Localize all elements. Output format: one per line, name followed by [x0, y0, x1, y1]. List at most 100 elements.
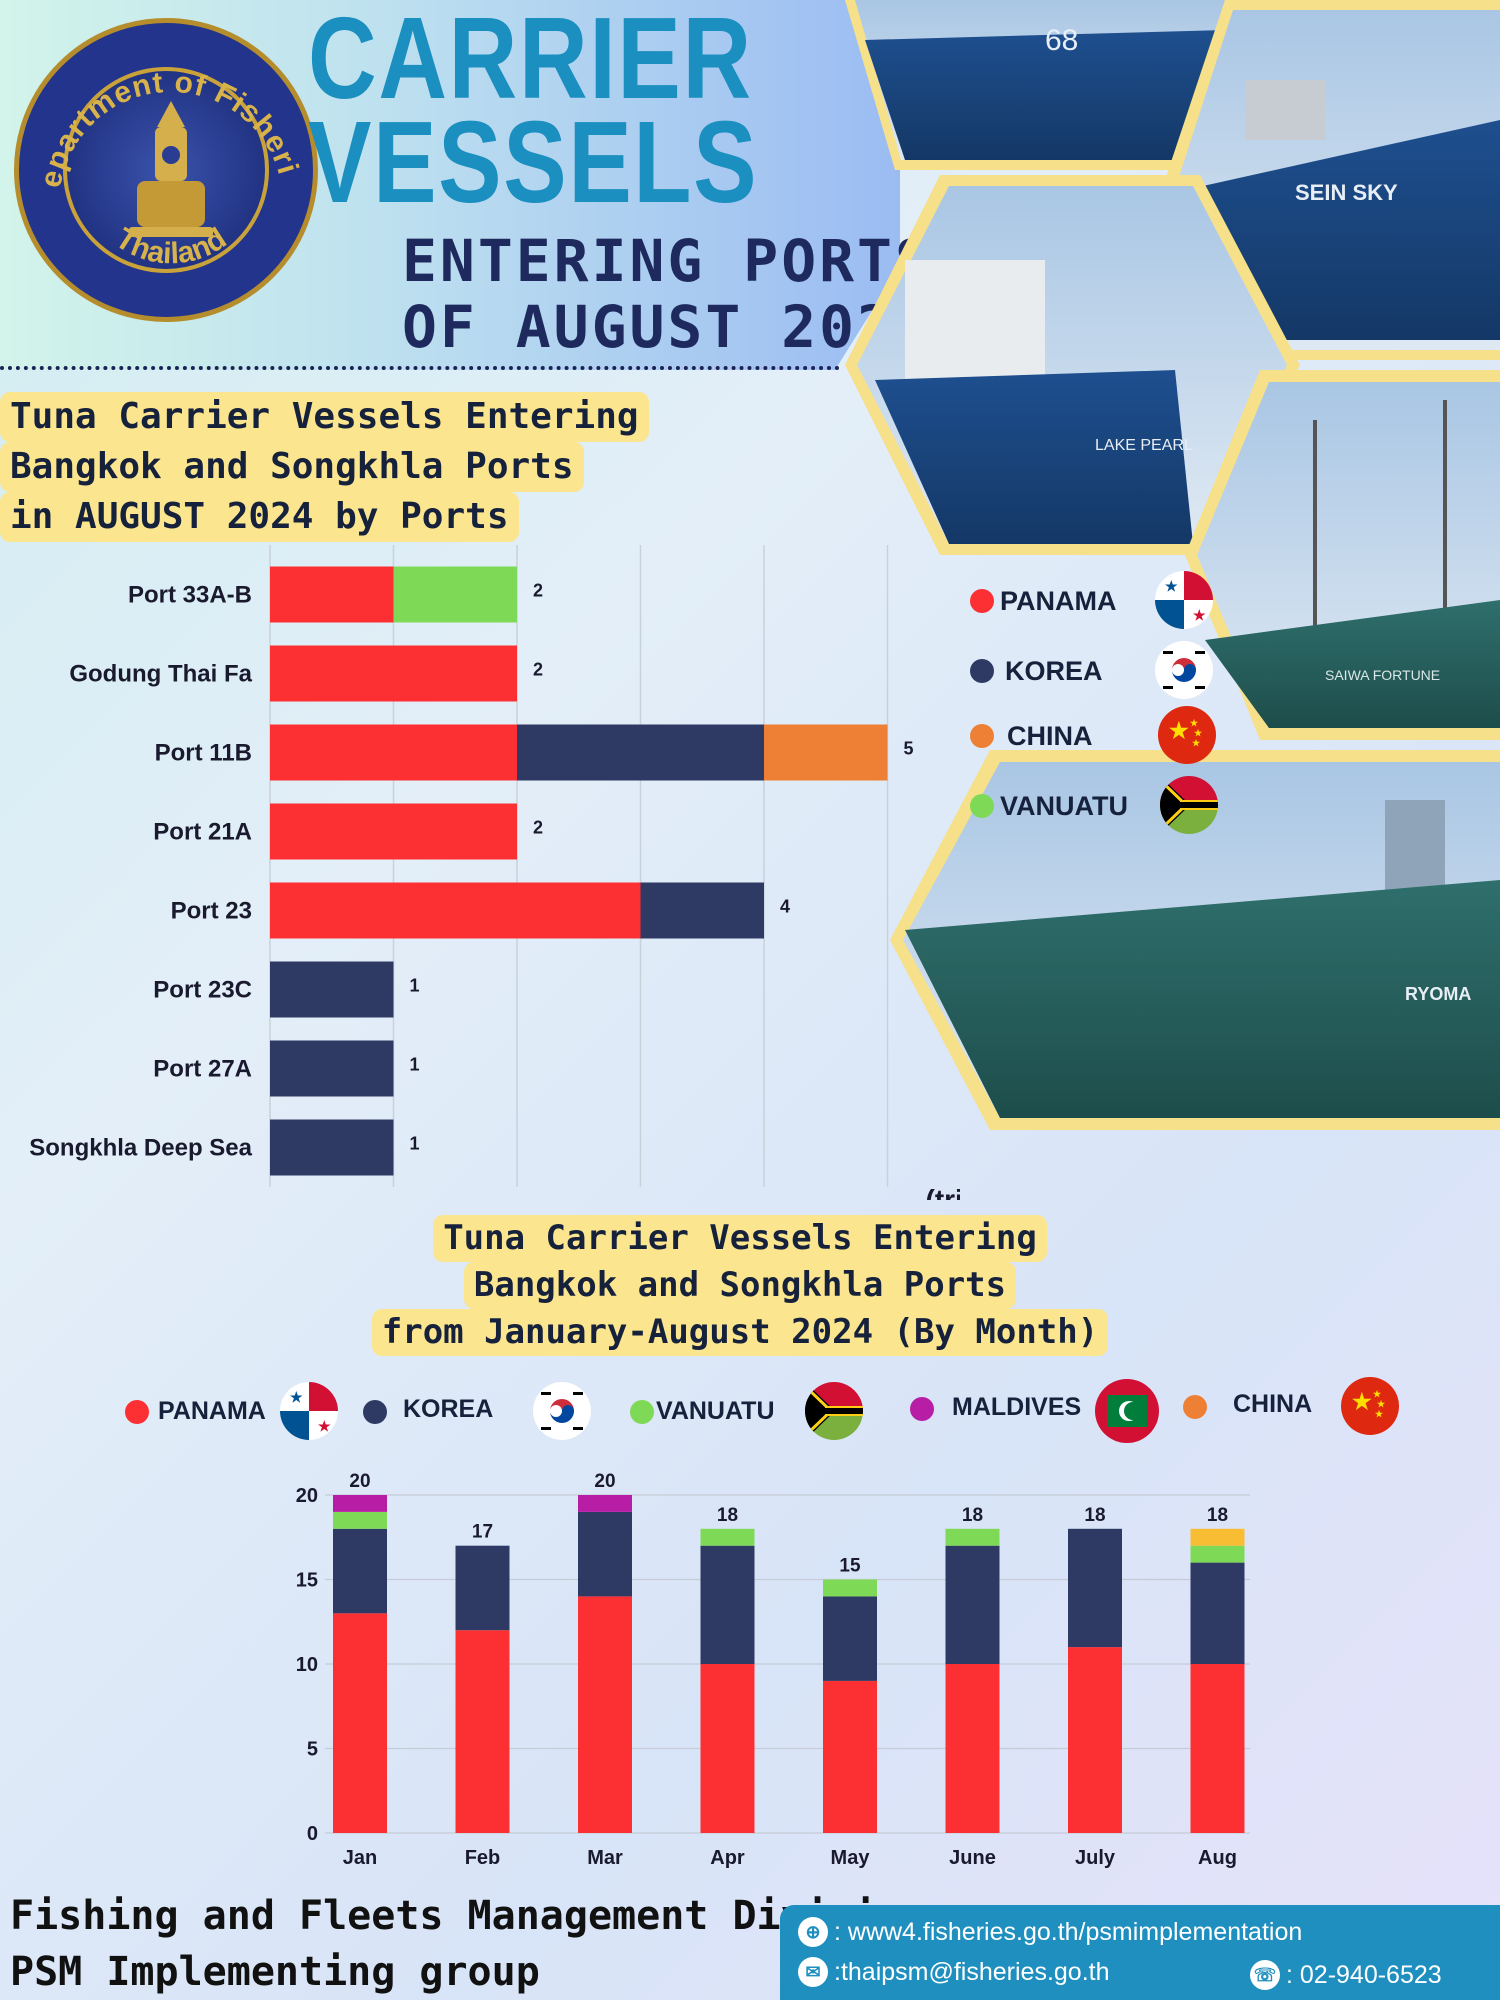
chart1-total-label: 2	[533, 581, 543, 601]
chart2-total-label: 20	[349, 1471, 370, 1492]
subtitle-line-1: ENTERING PORTS	[402, 227, 933, 295]
footer-group: PSM Implementing group	[10, 1949, 540, 1995]
chart2-bar-panama	[333, 1613, 387, 1833]
chart2-total-label: 18	[717, 1505, 738, 1526]
footer-phone-row: ☏ : 02-940-6523	[1250, 1960, 1442, 1990]
svg-text:★: ★	[1169, 718, 1189, 743]
chart1-bar-korea	[270, 961, 394, 1018]
chart2-month-label: June	[949, 1847, 996, 1869]
chart2-bar-korea	[700, 1545, 755, 1664]
ship-photo-5-label: RYOMA	[1405, 984, 1471, 1004]
chart1-bar-korea	[270, 1119, 394, 1176]
footer-division: Fishing and Fleets Management Division	[10, 1893, 926, 1939]
logo-deity-icon	[129, 101, 213, 237]
chart2-bar-china	[1190, 1528, 1245, 1546]
chart2-title-line-1: Tuna Carrier Vessels Entering	[433, 1215, 1047, 1262]
subtitle-line-2: OF AUGUST 2024	[402, 293, 933, 361]
ship-photo-3-label: LAKE PEARL	[1095, 437, 1193, 454]
svg-text:★: ★	[1373, 1389, 1382, 1399]
maldives-flag-icon	[1095, 1379, 1159, 1443]
chart2-bar-korea	[823, 1596, 877, 1681]
ship-photo-4: SAIWA FORTUNE	[1185, 370, 1500, 740]
legend1-china-swatch	[970, 724, 994, 748]
chart2-total-label: 15	[839, 1556, 861, 1577]
chart1-bar-panama	[270, 724, 517, 781]
chart1-x-axis-label: (trip)	[926, 1184, 961, 1200]
vanuatu-flag-icon	[1160, 776, 1218, 834]
chart2-bar-vanuatu	[1190, 1545, 1245, 1563]
legend1-item-vanuatu: VANUATU	[970, 775, 1230, 835]
chart1-bar-korea	[270, 1040, 394, 1097]
chart2-bar-korea	[1068, 1528, 1122, 1648]
korea-flag-icon	[533, 1382, 591, 1440]
chart2-bar-panama	[455, 1630, 510, 1833]
chart2-bar-panama	[700, 1664, 755, 1833]
footer-email-link[interactable]: :thaipsm@fisheries.go.th	[834, 1957, 1110, 1986]
chart2-bar-korea	[333, 1528, 387, 1614]
svg-text:★: ★	[290, 1389, 303, 1405]
svg-text:★: ★	[1193, 607, 1206, 623]
chart1-title: Tuna Carrier Vessels Entering Bangkok an…	[0, 392, 649, 542]
chart1-category-label: Port 23	[171, 898, 252, 925]
legend2-item-vanuatu: VANUATU	[630, 1375, 870, 1445]
chart1-bar-panama	[270, 566, 394, 623]
chart2-month-label: Feb	[465, 1847, 501, 1869]
panama-flag-icon: ★ ★	[1155, 571, 1213, 629]
chart1-total-label: 4	[780, 897, 790, 917]
chart2-month-label: May	[831, 1847, 871, 1869]
legend2-item-korea: KOREA	[363, 1375, 593, 1445]
chart1-bar-panama	[270, 803, 517, 860]
vanuatu-flag-icon	[805, 1382, 863, 1440]
legend2-item-panama: PANAMA ★ ★	[120, 1375, 350, 1445]
main-title: CARRIER VESSELS	[308, 0, 759, 227]
chart2-y-tick: 0	[307, 1823, 318, 1845]
chart1-category-label: Godung Thai Fa	[69, 661, 252, 688]
legend1-item-korea: KOREA	[970, 640, 1230, 700]
ship-photo-2-label: SEIN SKY	[1295, 180, 1398, 205]
title-line-1: CARRIER	[308, 0, 753, 123]
china-flag-icon: ★ ★ ★ ★	[1158, 706, 1216, 764]
chart1-total-label: 2	[533, 818, 543, 838]
chart2-bar-panama	[1190, 1664, 1245, 1833]
legend1-item-panama: PANAMA ★ ★	[970, 570, 1230, 630]
chart2-month-label: Jan	[343, 1847, 377, 1869]
legend2-vanuatu-label: VANUATU	[656, 1397, 775, 1425]
chart2-bar-panama	[823, 1680, 877, 1833]
chart2-total-label: 18	[962, 1505, 983, 1526]
chart1-title-line-1: Tuna Carrier Vessels Entering	[0, 392, 649, 442]
chart2-bar-vanuatu	[333, 1511, 387, 1529]
chart2-bar-maldives	[578, 1495, 632, 1512]
chart2-legend: PANAMA ★ ★ KOREA VANUATU MALDIVES CHINA ★…	[120, 1375, 1420, 1445]
chart2-total-label: 17	[472, 1522, 493, 1543]
chart1-bar-panama	[270, 882, 641, 939]
chart2-title-line-2: Bangkok and Songkhla Ports	[463, 1262, 1017, 1309]
svg-text:★: ★	[1375, 1409, 1384, 1419]
chart2-month-label: July	[1075, 1847, 1116, 1869]
ship-photo-1-label: 68	[1045, 24, 1078, 57]
chart2-total-label: 18	[1207, 1505, 1228, 1526]
chart2-bar-panama	[578, 1596, 632, 1833]
chart1-category-label: Port 27A	[153, 1056, 252, 1083]
legend2-vanuatu-swatch	[630, 1400, 654, 1424]
chart2-y-tick: 5	[307, 1739, 318, 1761]
chart2-bar-vanuatu	[823, 1579, 877, 1597]
ship-photo-5: RYOMA	[890, 750, 1500, 1130]
chart2-title: Tuna Carrier Vessels Entering Bangkok an…	[340, 1215, 1140, 1356]
chart2-y-tick: 10	[296, 1654, 318, 1676]
chart1-bar-korea	[517, 724, 764, 781]
chart2-bar-vanuatu	[945, 1528, 1000, 1546]
chart1-category-label: Port 23C	[153, 977, 252, 1004]
chart1-category-label: Port 21A	[153, 819, 252, 846]
chart2-month-label: Aug	[1198, 1847, 1237, 1869]
china-flag-icon: ★ ★ ★ ★	[1341, 1377, 1399, 1435]
chart2-title-line-3: from January-August 2024 (By Month)	[371, 1309, 1109, 1356]
footer-contact-panel: ⊕ : www4.fisheries.go.th/psmimplementati…	[780, 1905, 1500, 2000]
logo-ring-text: Department of Fisheries Thailand	[19, 23, 304, 270]
title-line-2: VESSELS	[308, 97, 759, 227]
footer-website-link[interactable]: : www4.fisheries.go.th/psmimplementation	[834, 1917, 1303, 1946]
svg-text:★: ★	[1377, 1399, 1386, 1409]
chart2-y-tick: 15	[296, 1570, 318, 1592]
legend2-item-maldives: MALDIVES	[910, 1375, 1180, 1445]
footer-email-row: ✉ :thaipsm@fisheries.go.th	[798, 1957, 1110, 1987]
